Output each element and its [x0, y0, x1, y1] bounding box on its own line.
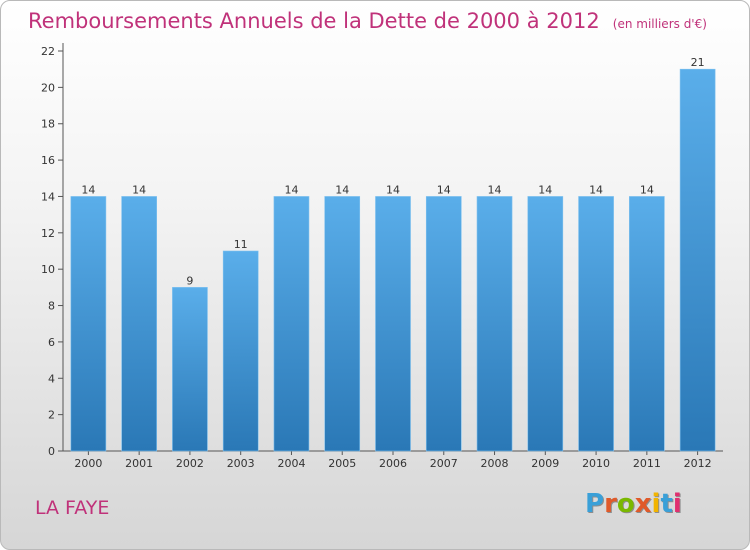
- bar: [425, 196, 462, 452]
- logo-letter: i: [672, 489, 682, 519]
- x-tick-label: 2001: [125, 457, 153, 470]
- data-label: 14: [589, 183, 603, 196]
- y-tick-label: 20: [41, 81, 55, 94]
- title-row: Remboursements Annuels de la Dette de 20…: [28, 9, 707, 33]
- y-tick-label: 0: [48, 445, 55, 458]
- y-tick-label: 10: [41, 263, 55, 276]
- x-tick-label: 2003: [227, 457, 255, 470]
- logo-letter: t: [660, 489, 673, 519]
- commune-name: LA FAYE: [35, 497, 110, 519]
- y-tick-label: 18: [41, 118, 55, 131]
- data-label: 14: [284, 183, 298, 196]
- x-tick-label: 2000: [74, 457, 102, 470]
- y-tick-label: 8: [48, 300, 55, 313]
- bar: [476, 196, 513, 452]
- data-label: 14: [81, 183, 95, 196]
- bar: [629, 196, 665, 452]
- x-tick-label: 2009: [531, 457, 559, 470]
- data-label: 14: [488, 183, 502, 196]
- y-tick-label: 2: [48, 409, 55, 422]
- bar: [679, 68, 716, 452]
- y-tick-label: 6: [48, 336, 55, 349]
- data-labels: 14 14 9 11 14 14 14 14 14 14 14 14 21: [81, 56, 704, 287]
- x-tick-label: 2008: [481, 457, 509, 470]
- bars: [70, 68, 716, 452]
- x-tick-label: 2006: [379, 457, 407, 470]
- chart-subtitle: (en milliers d'€): [612, 17, 707, 31]
- data-label: 21: [691, 56, 705, 69]
- proxiti-logo: Proxiti: [585, 489, 682, 519]
- bar: [324, 196, 361, 452]
- logo-letter: i: [651, 489, 661, 519]
- y-tick-label: 16: [41, 154, 55, 167]
- x-tick-label: 2010: [582, 457, 610, 470]
- logo-letter: r: [604, 489, 617, 519]
- bar: [121, 196, 157, 452]
- data-label: 14: [538, 183, 552, 196]
- data-label: 14: [335, 183, 349, 196]
- x-tick-label: 2002: [176, 457, 204, 470]
- y-tick-label: 4: [48, 372, 55, 385]
- data-label: 9: [186, 274, 193, 287]
- x-tick-label: 2011: [633, 457, 661, 470]
- bar: [375, 196, 411, 452]
- axes: 0 2 4 6 8 10 12 14 16 18 20 22 2000 2001 2002 2003 2004 2…: [41, 43, 723, 470]
- x-tick-label: 2005: [328, 457, 356, 470]
- data-label: 14: [386, 183, 400, 196]
- bar: [172, 287, 208, 452]
- data-label: 14: [132, 183, 146, 196]
- data-label: 11: [234, 238, 248, 251]
- x-tick-label: 2004: [277, 457, 305, 470]
- logo-letter: P: [585, 489, 605, 519]
- bar: [222, 250, 259, 452]
- chart-title: Remboursements Annuels de la Dette de 20…: [28, 9, 600, 33]
- x-tick-label: 2012: [684, 457, 712, 470]
- bar-chart: 0 2 4 6 8 10 12 14 16 18 20 22 2000 2001 2002 2003 2004 2…: [41, 43, 723, 470]
- logo-letter: o: [616, 489, 635, 519]
- logo-letter: x: [634, 489, 652, 519]
- bar: [578, 196, 614, 452]
- bar: [70, 196, 107, 452]
- y-tick-label: 14: [41, 190, 55, 203]
- data-label: 14: [640, 183, 654, 196]
- data-label: 14: [437, 183, 451, 196]
- y-tick-label: 22: [41, 45, 55, 58]
- bar: [527, 196, 564, 452]
- x-tick-label: 2007: [430, 457, 458, 470]
- bar: [273, 196, 310, 452]
- y-tick-label: 12: [41, 227, 55, 240]
